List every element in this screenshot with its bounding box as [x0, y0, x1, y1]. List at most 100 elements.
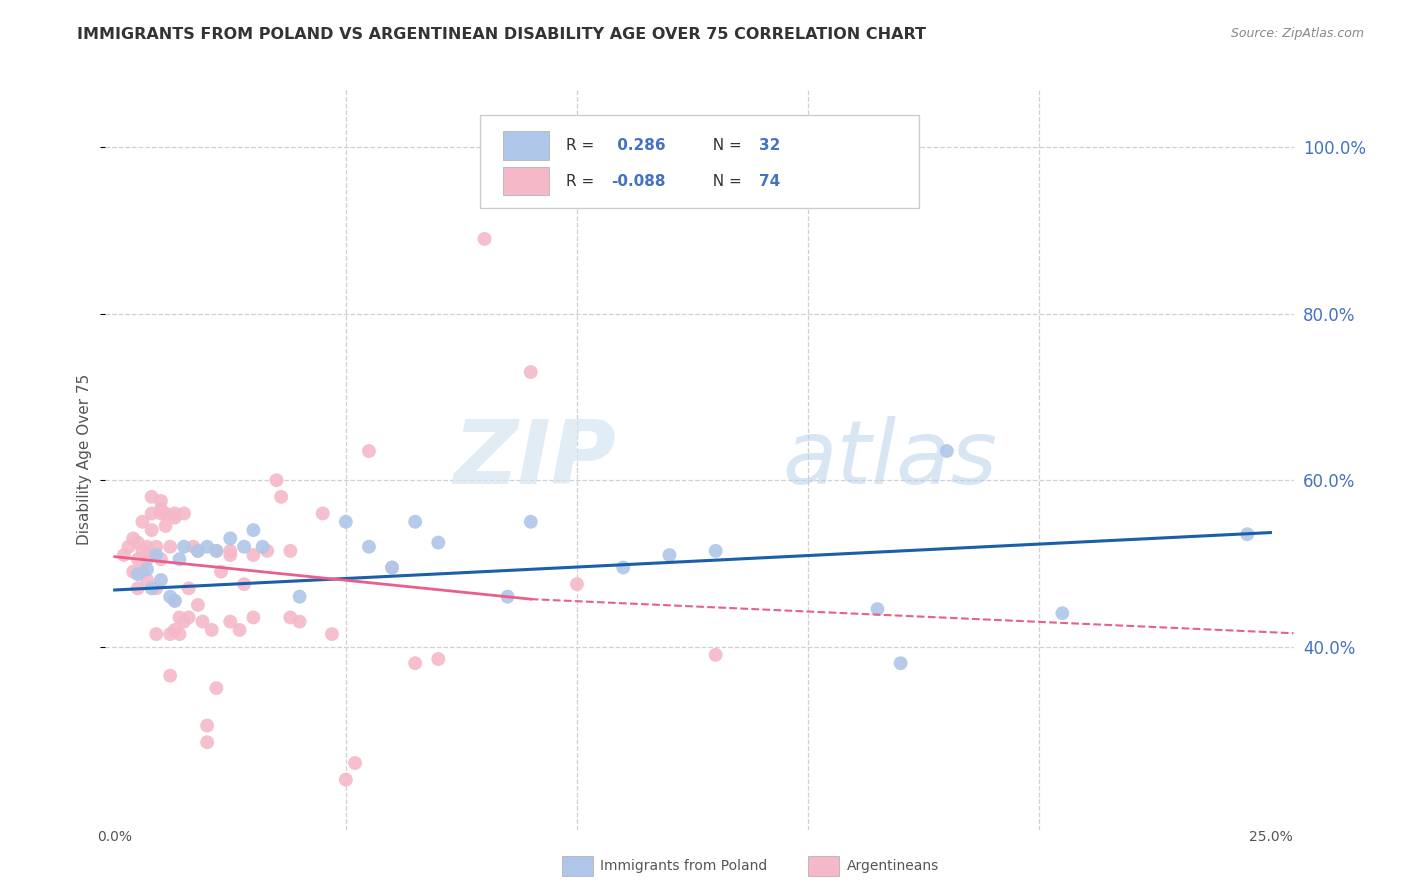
Text: IMMIGRANTS FROM POLAND VS ARGENTINEAN DISABILITY AGE OVER 75 CORRELATION CHART: IMMIGRANTS FROM POLAND VS ARGENTINEAN DI… — [77, 27, 927, 42]
Point — [169, 552, 191, 566]
Text: Source: ZipAtlas.com: Source: ZipAtlas.com — [1230, 27, 1364, 40]
Point — [141, 548, 163, 562]
Text: 32: 32 — [759, 138, 780, 153]
Point — [209, 565, 232, 579]
FancyBboxPatch shape — [503, 167, 548, 195]
Text: atlas: atlas — [783, 417, 997, 502]
Point — [187, 544, 209, 558]
Point — [228, 623, 250, 637]
Text: Argentineans: Argentineans — [846, 859, 939, 873]
Point — [195, 735, 218, 749]
FancyBboxPatch shape — [503, 131, 548, 160]
Point — [122, 532, 145, 546]
Text: R =: R = — [567, 174, 599, 188]
Point — [704, 544, 727, 558]
Point — [141, 507, 163, 521]
Point — [288, 590, 311, 604]
Point — [131, 544, 153, 558]
Text: R =: R = — [567, 138, 599, 153]
Text: -0.088: -0.088 — [612, 174, 666, 188]
Point — [159, 668, 181, 682]
Point — [149, 573, 172, 587]
Point — [136, 573, 159, 587]
Point — [496, 590, 519, 604]
Y-axis label: Disability Age Over 75: Disability Age Over 75 — [77, 374, 93, 545]
Point — [177, 582, 200, 596]
Point — [127, 582, 149, 596]
Text: 0.286: 0.286 — [612, 138, 665, 153]
Point — [145, 627, 167, 641]
Point — [256, 544, 278, 558]
Point — [205, 544, 228, 558]
Text: 0.0%: 0.0% — [97, 830, 132, 844]
Point — [219, 615, 242, 629]
Text: N =: N = — [703, 174, 747, 188]
Point — [191, 615, 214, 629]
Point — [280, 544, 302, 558]
Point — [131, 515, 153, 529]
Point — [242, 548, 264, 562]
Point — [127, 567, 149, 582]
Point — [474, 232, 496, 246]
Point — [381, 560, 404, 574]
Point — [145, 548, 167, 562]
Point — [159, 590, 181, 604]
Point — [205, 681, 228, 695]
Point — [427, 535, 450, 549]
Point — [149, 494, 172, 508]
Text: N =: N = — [703, 138, 747, 153]
Point — [427, 652, 450, 666]
Point — [233, 540, 256, 554]
Point — [357, 540, 380, 554]
Point — [612, 560, 634, 574]
Point — [519, 365, 541, 379]
Point — [181, 540, 204, 554]
Text: 25.0%: 25.0% — [1249, 830, 1292, 844]
Point — [201, 623, 224, 637]
Point — [122, 565, 145, 579]
Point — [163, 594, 186, 608]
Point — [890, 656, 912, 670]
Point — [169, 610, 191, 624]
Point — [117, 540, 139, 554]
Point — [159, 627, 181, 641]
Point — [173, 540, 195, 554]
Text: Immigrants from Poland: Immigrants from Poland — [600, 859, 768, 873]
Point — [381, 560, 404, 574]
Point — [344, 756, 367, 770]
Point — [173, 615, 195, 629]
Point — [141, 582, 163, 596]
Point — [136, 562, 159, 576]
Text: ZIP: ZIP — [454, 416, 616, 503]
Point — [155, 519, 177, 533]
Point — [149, 552, 172, 566]
Point — [1236, 527, 1258, 541]
Point — [704, 648, 727, 662]
Point — [149, 507, 172, 521]
Point — [163, 507, 186, 521]
Point — [866, 602, 889, 616]
Point — [177, 610, 200, 624]
Point — [149, 502, 172, 516]
Point — [280, 610, 302, 624]
Point — [173, 507, 195, 521]
Point — [163, 623, 186, 637]
Point — [335, 515, 357, 529]
Point — [205, 544, 228, 558]
Point — [163, 510, 186, 524]
Point — [169, 627, 191, 641]
Point — [242, 523, 264, 537]
Point — [335, 772, 357, 787]
Point — [321, 627, 343, 641]
Point — [357, 444, 380, 458]
Point — [288, 615, 311, 629]
Point — [131, 565, 153, 579]
Point — [233, 577, 256, 591]
Point — [127, 535, 149, 549]
Point — [136, 552, 159, 566]
Point — [136, 540, 159, 554]
Point — [658, 548, 681, 562]
Point — [145, 582, 167, 596]
Point — [219, 544, 242, 558]
Point — [187, 544, 209, 558]
